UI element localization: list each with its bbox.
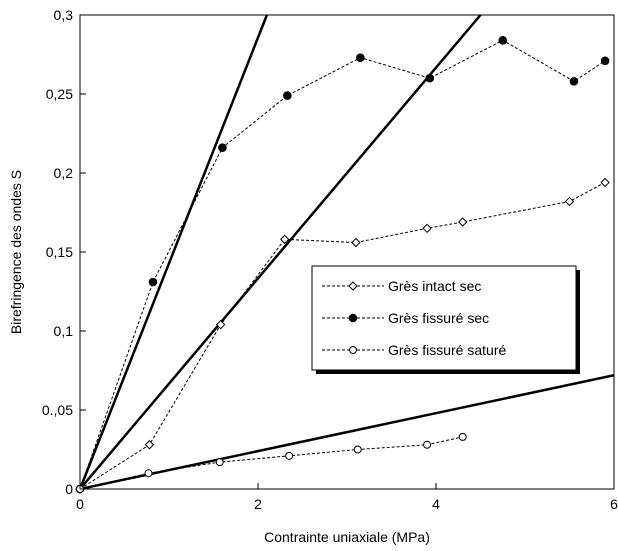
series-line-1 (79, 182, 606, 490)
data-point (600, 56, 610, 66)
data-point (498, 35, 508, 45)
data-point (458, 432, 467, 441)
x-tick-label: 4 (432, 496, 440, 512)
x-tick-label: 2 (254, 496, 262, 512)
y-tick-label: 0 (65, 481, 73, 497)
series-lines (75, 35, 610, 494)
reference-lines (80, 15, 614, 489)
legend-label: Grès intact sec (388, 278, 481, 294)
x-tick-label: 0 (76, 496, 84, 512)
data-point (422, 223, 432, 234)
y-tick-label: 0,2 (54, 165, 74, 181)
y-tick-label: 0,3 (54, 7, 74, 23)
x-axis-title: Contrainte uniaxiale (MPa) (264, 529, 430, 545)
data-point (569, 77, 579, 86)
x-axis-ticks: 0 2 4 6 (76, 483, 618, 512)
plot-area-frame (79, 14, 615, 490)
y-tick-label: 0.,05 (42, 402, 73, 418)
data-point (351, 237, 361, 248)
data-point (425, 73, 435, 83)
data-point (215, 319, 226, 330)
data-point (144, 469, 153, 478)
legend-label: Grès fissuré sec (388, 310, 489, 326)
reference-line-1 (80, 15, 269, 489)
data-point (564, 196, 575, 207)
y-axis-ticks: 0 0.,05 0,1 0,15 0,2 0,25 0,3 (42, 7, 86, 497)
series-line-3 (79, 436, 463, 490)
data-point (215, 458, 224, 467)
data-point (600, 177, 610, 188)
data-point (285, 451, 294, 460)
x-tick-label: 6 (610, 496, 618, 512)
legend: Grès intact sec Grès fissuré sec Grès fiss… (311, 265, 580, 374)
y-tick-label: 0,1 (54, 323, 74, 339)
legend-marker (349, 346, 357, 354)
legend-marker (348, 313, 358, 323)
data-point (148, 277, 158, 287)
data-point (457, 217, 468, 227)
data-point (144, 440, 155, 450)
legend-marker (348, 281, 358, 291)
data-point (423, 440, 432, 449)
y-axis-title: Birefringence des ondes S (8, 170, 24, 334)
y-tick-label: 0,15 (46, 244, 73, 260)
data-point (283, 91, 292, 100)
y-tick-label: 0,25 (46, 86, 73, 102)
data-point (353, 445, 362, 454)
series-line-2 (79, 39, 606, 490)
data-point (279, 234, 290, 245)
data-point (218, 143, 227, 153)
legend-label: Grès fissuré saturé (388, 342, 506, 358)
reference-line-2 (80, 15, 482, 489)
data-point (356, 53, 365, 62)
